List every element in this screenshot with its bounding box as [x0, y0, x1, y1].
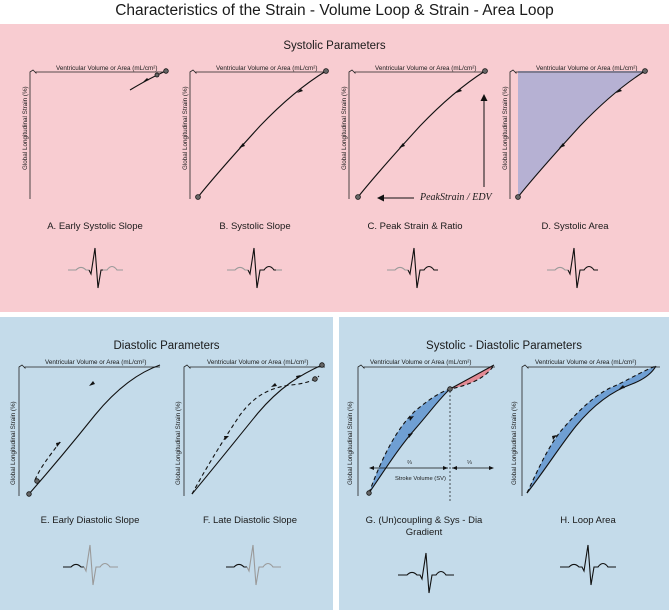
systolic-panel: Systolic Parameters Ventricular Volume o… [0, 24, 669, 312]
plot-b-y-axis-label: Global Longitudinal Strain (%) [182, 86, 189, 170]
diastolic-panel-title: Diastolic Parameters [113, 340, 220, 352]
label-f: F. Late Diastolic Slope [203, 515, 297, 526]
sysdia-panel: Systolic - Diastolic Parameters Ventricu… [339, 317, 669, 610]
systolic-panel-title: Systolic Parameters [283, 40, 386, 52]
plot-h-y-axis-label: Global Longitudinal Strain (%) [511, 401, 518, 485]
peak-strain-edv-label: PeakStrain / EDV [420, 192, 492, 203]
label-g: G. (Un)coupling & Sys - Dia Gradient [365, 515, 483, 538]
plot-a-x-axis-label: Ventricular Volume or Area (mL/cm²) [56, 65, 158, 72]
plot-a-y-axis-label: Global Longitudinal Strain (%) [22, 86, 29, 170]
plot-d-x-axis-label: Ventricular Volume or Area (mL/cm²) [536, 65, 638, 72]
plot-b-x-axis-label: Ventricular Volume or Area (mL/cm²) [216, 65, 318, 72]
label-e: E. Early Diastolic Slope [40, 515, 140, 526]
label-d: D. Systolic Area [541, 221, 609, 232]
plot-d-y-axis-label: Global Longitudinal Strain (%) [502, 86, 509, 170]
plot-h-x-axis-label: Ventricular Volume or Area (mL/cm²) [535, 359, 637, 366]
fraction-one-third: ⅓ [467, 460, 472, 466]
plot-g-y-axis-label: Global Longitudinal Strain (%) [347, 401, 354, 485]
plot-f-y-axis-label: Global Longitudinal Strain (%) [175, 401, 182, 485]
label-b: B. Systolic Slope [219, 221, 291, 232]
main-title: Characteristics of the Strain - Volume L… [115, 2, 554, 19]
label-c: C. Peak Strain & Ratio [367, 221, 463, 232]
plot-g-x-axis-label: Ventricular Volume or Area (mL/cm²) [370, 359, 472, 366]
stroke-volume-label: Stroke Volume (SV) [395, 476, 446, 482]
label-a: A. Early Systolic Slope [47, 221, 143, 232]
plot-e-y-axis-label: Global Longitudinal Strain (%) [10, 401, 17, 485]
plot-c-y-axis-label: Global Longitudinal Strain (%) [341, 86, 348, 170]
sysdia-panel-title: Systolic - Diastolic Parameters [426, 340, 582, 352]
plot-f-x-axis-label: Ventricular Volume or Area (mL/cm²) [207, 359, 309, 366]
fraction-two-thirds: ⅔ [407, 460, 412, 466]
plot-e-x-axis-label: Ventricular Volume or Area (mL/cm²) [45, 359, 147, 366]
label-h: H. Loop Area [560, 515, 616, 526]
diastolic-panel: Diastolic Parameters Ventricular Volume … [0, 317, 333, 610]
plot-c-x-axis-label: Ventricular Volume or Area (mL/cm²) [375, 65, 477, 72]
